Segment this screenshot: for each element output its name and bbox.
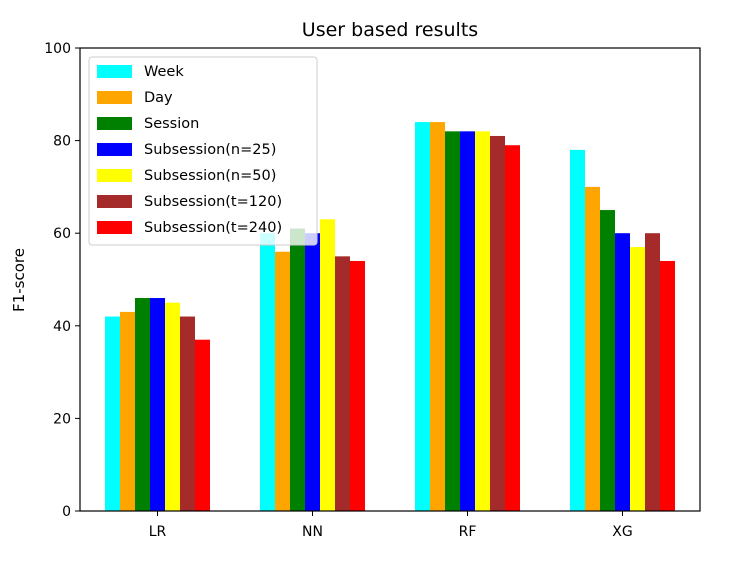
- bar: [320, 219, 335, 511]
- bar: [305, 233, 320, 511]
- legend-swatch: [97, 169, 132, 182]
- bar: [350, 260, 365, 511]
- legend-label: Subsession(n=50): [144, 168, 276, 184]
- legend-label: Week: [144, 64, 184, 80]
- y-tick-label: 80: [53, 134, 71, 150]
- x-tick-label: RF: [459, 524, 477, 540]
- bar: [445, 131, 460, 511]
- x-tick-label: XG: [612, 524, 632, 540]
- bar: [180, 316, 195, 511]
- legend-swatch: [97, 117, 132, 130]
- bar: [570, 149, 585, 512]
- legend-swatch: [97, 65, 132, 78]
- bar: [290, 228, 305, 511]
- bar: [415, 122, 430, 511]
- bar: [585, 186, 600, 511]
- bar: [335, 256, 350, 511]
- legend-box: [88, 56, 318, 246]
- legend-swatch: [97, 91, 132, 104]
- legend-label: Subsession(n=25): [144, 142, 276, 158]
- legend-label: Subsession(t=120): [144, 194, 282, 210]
- y-tick-label: 0: [62, 504, 71, 520]
- x-axis: LR NN RF XG: [149, 511, 633, 540]
- bar: [660, 260, 675, 511]
- y-axis: 0 20 40 60 80 100: [44, 41, 80, 520]
- chart-title: User based results: [302, 19, 478, 41]
- bar: [275, 251, 290, 511]
- y-tick-label: 100: [44, 41, 71, 57]
- bar: [150, 298, 165, 511]
- x-tick-label: LR: [149, 524, 167, 540]
- bar: [120, 311, 135, 511]
- bar: [105, 316, 120, 511]
- legend-label: Session: [144, 116, 199, 132]
- legend-swatch: [97, 221, 132, 234]
- legend-label: Subsession(t=240): [144, 220, 282, 236]
- y-tick-label: 40: [53, 319, 71, 335]
- bar: [615, 233, 630, 511]
- bar: [430, 122, 445, 511]
- y-tick-label: 60: [53, 226, 71, 242]
- bar: [460, 131, 475, 511]
- bar: [475, 131, 490, 511]
- legend-label: Day: [144, 90, 173, 106]
- plot-area-frame: [79, 47, 701, 512]
- y-axis-label: F1-score: [10, 248, 28, 312]
- bar: [600, 210, 615, 512]
- legend-swatch: [97, 195, 132, 208]
- bar: [135, 298, 150, 511]
- bar: [505, 145, 520, 512]
- legend: Week Day Session Subsession(n=25) Subsession…: [88, 56, 318, 246]
- legend-swatch: [97, 143, 132, 156]
- bar: [195, 339, 210, 511]
- bar: [260, 233, 275, 511]
- y-tick-label: 20: [53, 411, 71, 427]
- bars-layer: [105, 122, 675, 512]
- bar: [630, 247, 645, 511]
- x-tick-label: NN: [302, 524, 323, 540]
- bar: [645, 233, 660, 511]
- bar: [490, 135, 505, 511]
- bar: [165, 302, 180, 511]
